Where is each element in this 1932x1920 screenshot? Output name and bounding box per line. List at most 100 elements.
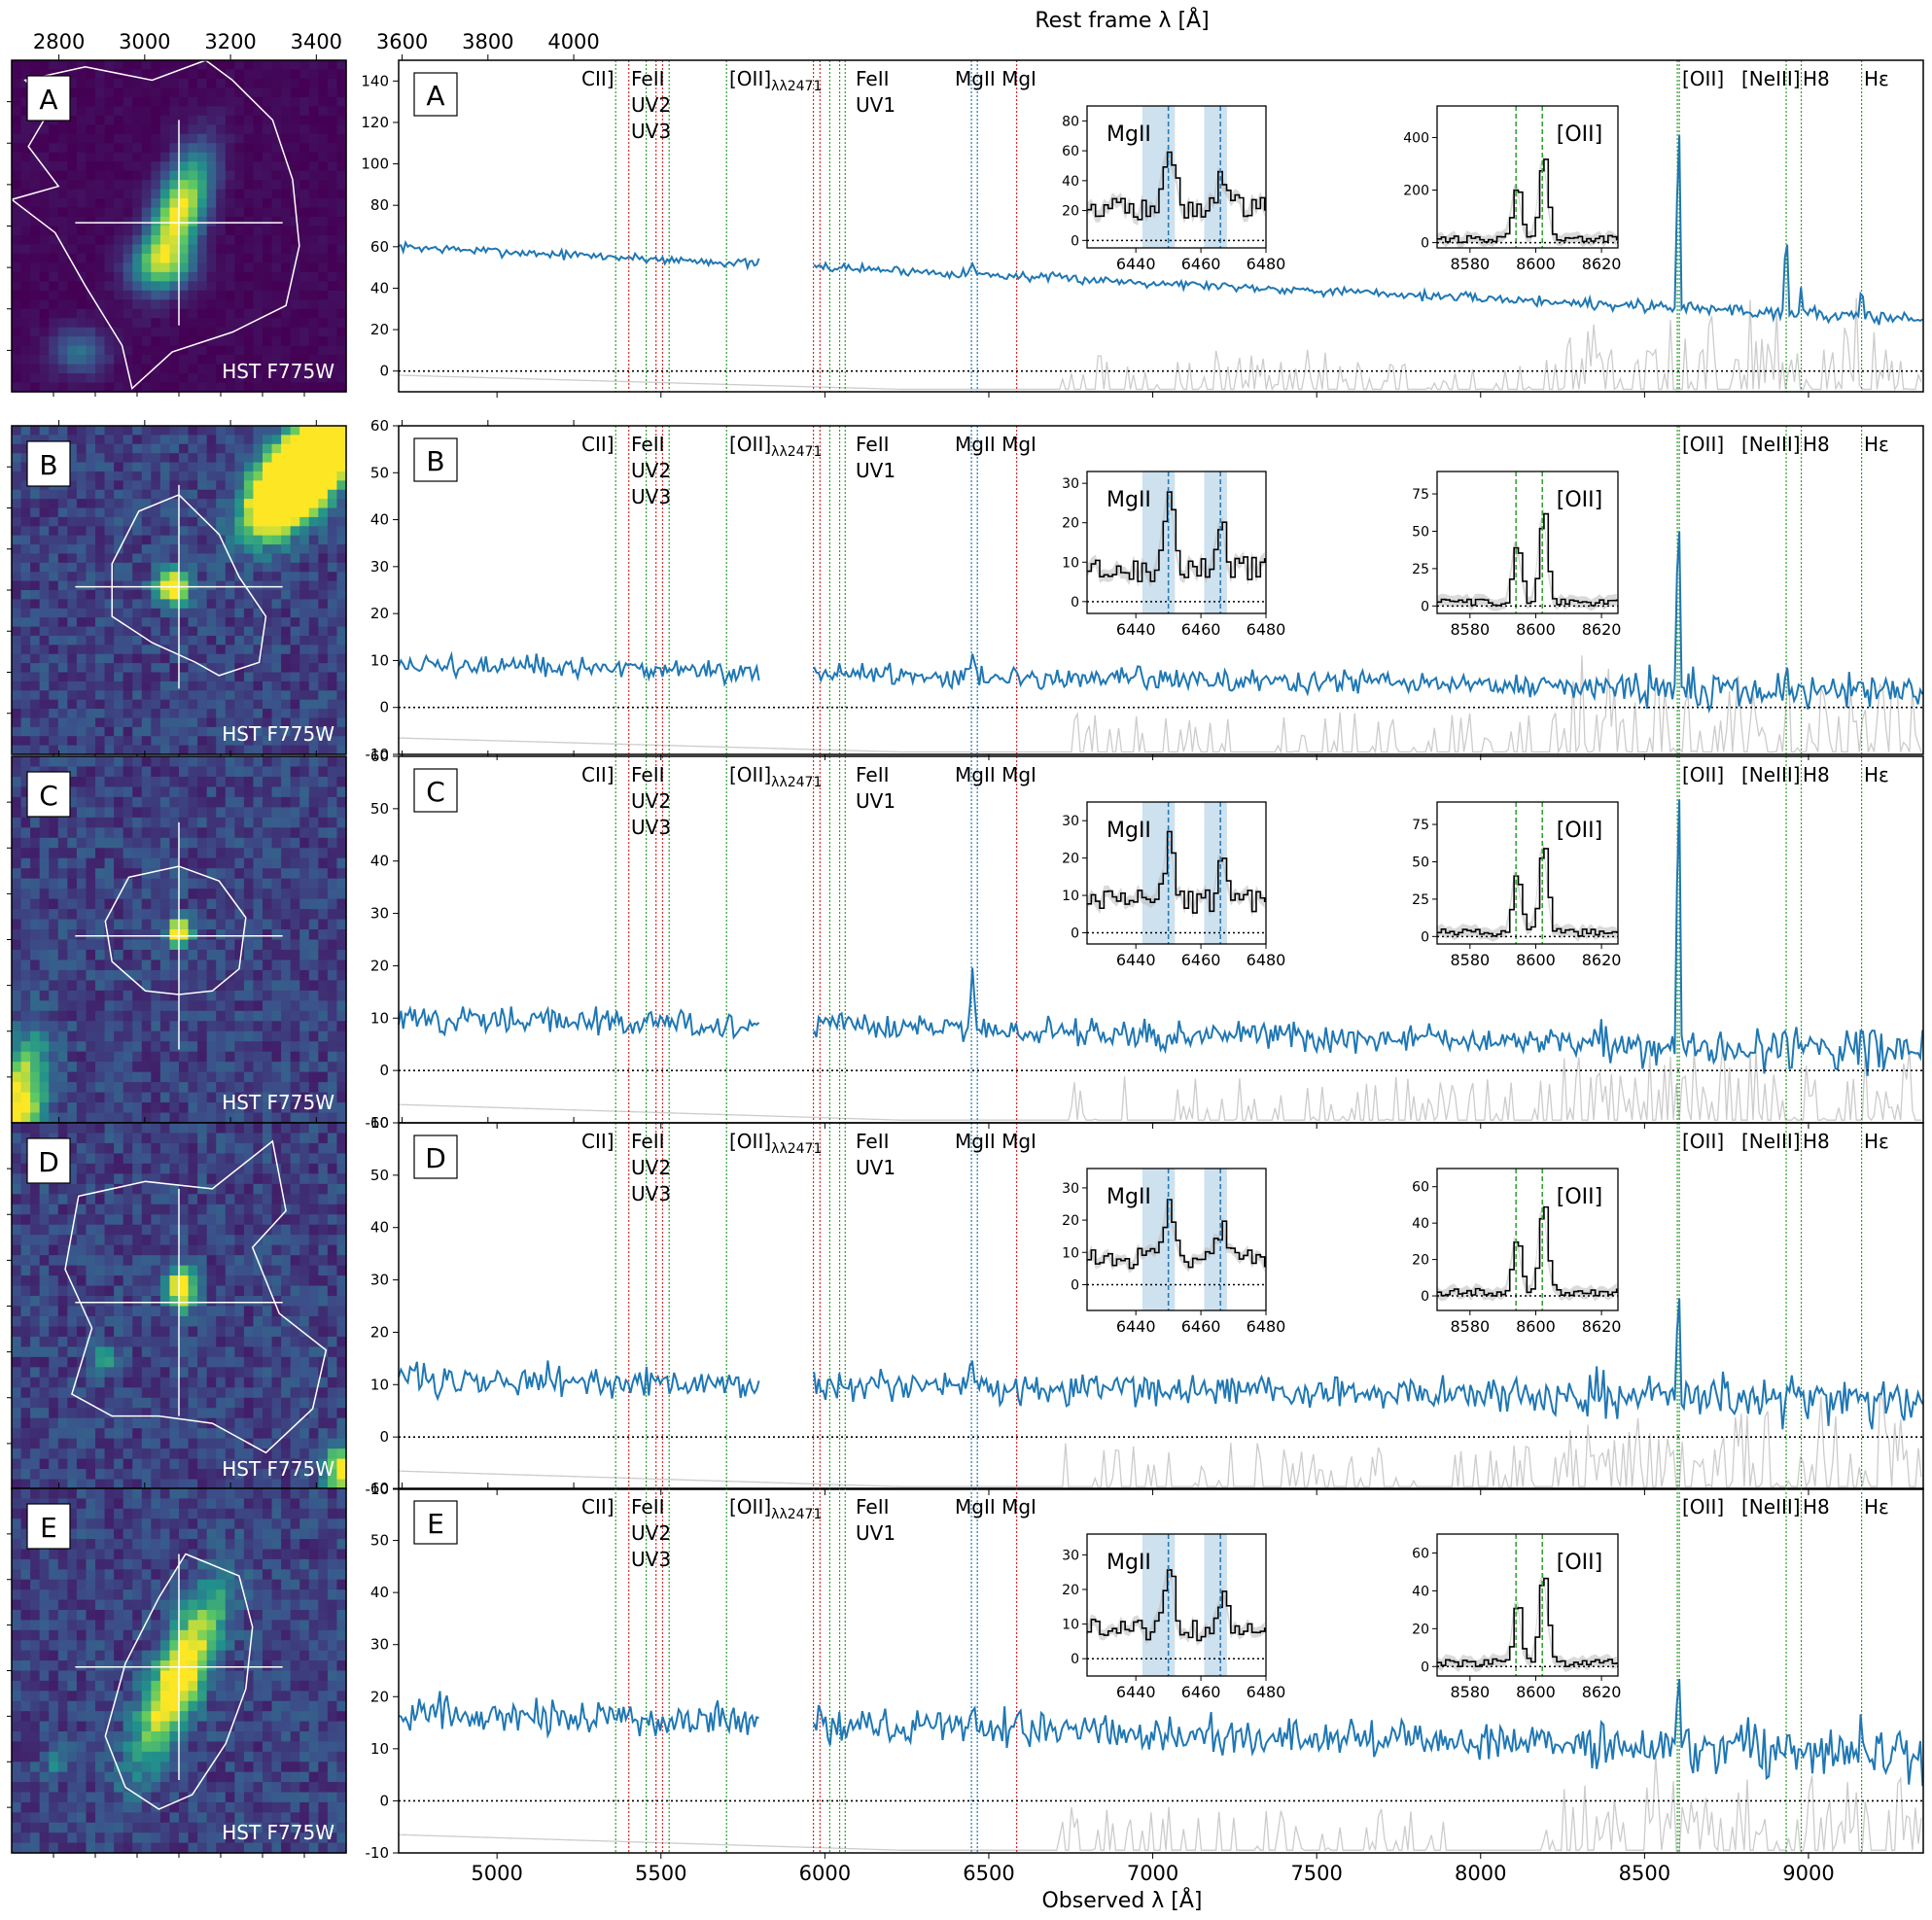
inset-line-label: [OII] <box>1557 1551 1602 1575</box>
xtick-label-2: 6000 <box>799 1862 851 1885</box>
line-label-5: FeII <box>856 763 890 786</box>
inset-spectrum <box>1437 1577 1618 1667</box>
line-label-6: UV1 <box>856 1521 896 1545</box>
ytick-label-1: 0 <box>379 1062 389 1079</box>
xtick-label-8: 9000 <box>1782 1862 1834 1885</box>
inset-xtick-label-0: 6440 <box>1116 1683 1156 1701</box>
rest-tick-label-8: 3800 <box>462 30 513 53</box>
inset-xtick-label-1: 6460 <box>1181 620 1221 639</box>
ytick-label-2: 40 <box>370 279 389 297</box>
inset-xtick-label-1: 8600 <box>1516 255 1556 273</box>
inset-xtick-label-1: 8600 <box>1516 1317 1556 1336</box>
spectrum-frame <box>398 425 1924 755</box>
line-label-1: FeII <box>631 763 665 786</box>
inset-frame <box>1436 105 1619 249</box>
inset-ytick-label-3: 30 <box>1062 1181 1079 1197</box>
line-label-4: [OII]λλ2471 <box>729 763 822 790</box>
mgii-band-2796 <box>1142 802 1176 944</box>
inset-ytick-label-2: 40 <box>1412 1584 1429 1599</box>
inset-ytick-label-0: 0 <box>1421 599 1429 614</box>
line-label-2: UV2 <box>631 789 671 813</box>
image-filter-label: HST F775W <box>222 1821 334 1844</box>
inset-oii: 8580860086203715372537350204060[OII] <box>1412 1533 1621 1701</box>
spectrum-panel-letter: B <box>426 445 444 477</box>
inset-ytick-label-0: 0 <box>1421 1659 1429 1675</box>
inset-error-band <box>1087 825 1265 919</box>
line-label-3: UV3 <box>631 1182 671 1205</box>
line-label-10: H8 <box>1803 1495 1830 1519</box>
inset-xtick-label-1: 8600 <box>1516 1683 1556 1701</box>
inset-mgii: 6440646064802785279528050102030MgII <box>1062 1168 1286 1336</box>
inset-ytick-label-0: 0 <box>1421 236 1429 252</box>
inset-frame <box>1436 1168 1619 1311</box>
line-label-3: UV3 <box>631 485 671 508</box>
inset-line-label: MgII <box>1107 819 1151 843</box>
line-label-8: [OII] <box>1682 433 1724 456</box>
inset-ytick-label-3: 60 <box>1062 144 1079 159</box>
line-label-6: UV1 <box>856 789 896 813</box>
ytick-label-3: 20 <box>370 605 389 622</box>
bottom-axis-label: Observed λ [Å] <box>1041 1887 1202 1913</box>
inset-frame <box>1436 471 1619 614</box>
image-filter-label: HST F775W <box>222 722 334 746</box>
inset-frame <box>1086 105 1267 249</box>
ytick-label-0: 0 <box>379 363 389 380</box>
ytick-label-6: 50 <box>370 800 389 818</box>
inset-xtick-label-1: 8600 <box>1516 620 1556 639</box>
ytick-label-6: 50 <box>370 464 389 481</box>
inset-spectrum <box>1087 830 1266 914</box>
inset-xtick-label-2: 6480 <box>1247 1317 1286 1336</box>
segmentation-contour <box>64 1139 328 1454</box>
inset-ytick-label-2: 50 <box>1412 855 1429 870</box>
line-label-7: MgII MgI <box>955 1495 1036 1519</box>
ytick-label-1: 0 <box>379 699 389 716</box>
image-panel-letter: C <box>39 780 58 812</box>
postcard-image: C HST F775W <box>7 755 347 1128</box>
spectrum-panel-badge <box>413 768 458 813</box>
ytick-label-7: 60 <box>370 1480 389 1497</box>
inset-ytick-label-0: 0 <box>1421 929 1429 945</box>
inset-line-label: MgII <box>1107 1551 1151 1575</box>
inset-spectrum <box>1437 512 1618 607</box>
noise-spectrum <box>398 655 1922 754</box>
inset-xtick-label-2: 8620 <box>1582 951 1622 969</box>
inset-frame <box>1436 801 1619 945</box>
inset-ytick-label-2: 20 <box>1062 1213 1079 1229</box>
spectrum-panel-letter: E <box>427 1508 444 1540</box>
image-panel-badge <box>26 1503 71 1550</box>
inset-ytick-label-1: 20 <box>1412 1622 1429 1637</box>
inset-ytick-label-3: 75 <box>1412 818 1429 833</box>
rest-tick-label-3: 2800 <box>33 30 85 53</box>
ytick-label-3: 20 <box>370 1688 389 1705</box>
inset-error-band <box>1437 1201 1617 1302</box>
line-label-0: CII] <box>581 763 615 786</box>
inset-oii: 8580860086203715372537350204060[OII] <box>1412 1168 1621 1336</box>
inset-oii: 8580860086203715372537350200400[OII] <box>1403 105 1621 273</box>
ytick-label-4: 30 <box>370 1272 389 1289</box>
inset-ytick-label-2: 50 <box>1412 524 1429 540</box>
line-label-0: CII] <box>581 67 615 90</box>
image-filter-label: HST F775W <box>222 360 334 383</box>
inset-oii: 8580860086203715372537350255075[OII] <box>1412 471 1621 639</box>
image-filter-label: HST F775W <box>222 1091 334 1114</box>
inset-ytick-label-0: 0 <box>1071 595 1079 611</box>
image-panel-badge <box>26 75 71 122</box>
ytick-label-7: 60 <box>370 417 389 435</box>
spectrum-frame <box>398 59 1924 393</box>
inset-xtick-label-2: 6480 <box>1247 620 1286 639</box>
inset-ytick-label-2: 20 <box>1062 516 1079 532</box>
inset-ytick-label-3: 30 <box>1062 1548 1079 1563</box>
inset-ytick-label-1: 10 <box>1062 555 1079 571</box>
mgii-band-2796 <box>1142 1534 1176 1676</box>
inset-frame <box>1436 1533 1619 1677</box>
ytick-label-7: 60 <box>370 748 389 765</box>
spectrum-panel-letter: D <box>425 1142 446 1174</box>
line-label-10: H8 <box>1803 763 1830 786</box>
mgii-band-2803 <box>1204 106 1227 248</box>
rest-tick-label-4: 3000 <box>119 30 170 53</box>
line-label-7: MgII MgI <box>955 433 1036 456</box>
inset-ytick-label-2: 20 <box>1062 1583 1079 1598</box>
rest-tick-label-6: 3400 <box>291 30 342 53</box>
inset-ytick-label-3: 30 <box>1062 814 1079 829</box>
line-label-11: Hε <box>1864 67 1889 90</box>
